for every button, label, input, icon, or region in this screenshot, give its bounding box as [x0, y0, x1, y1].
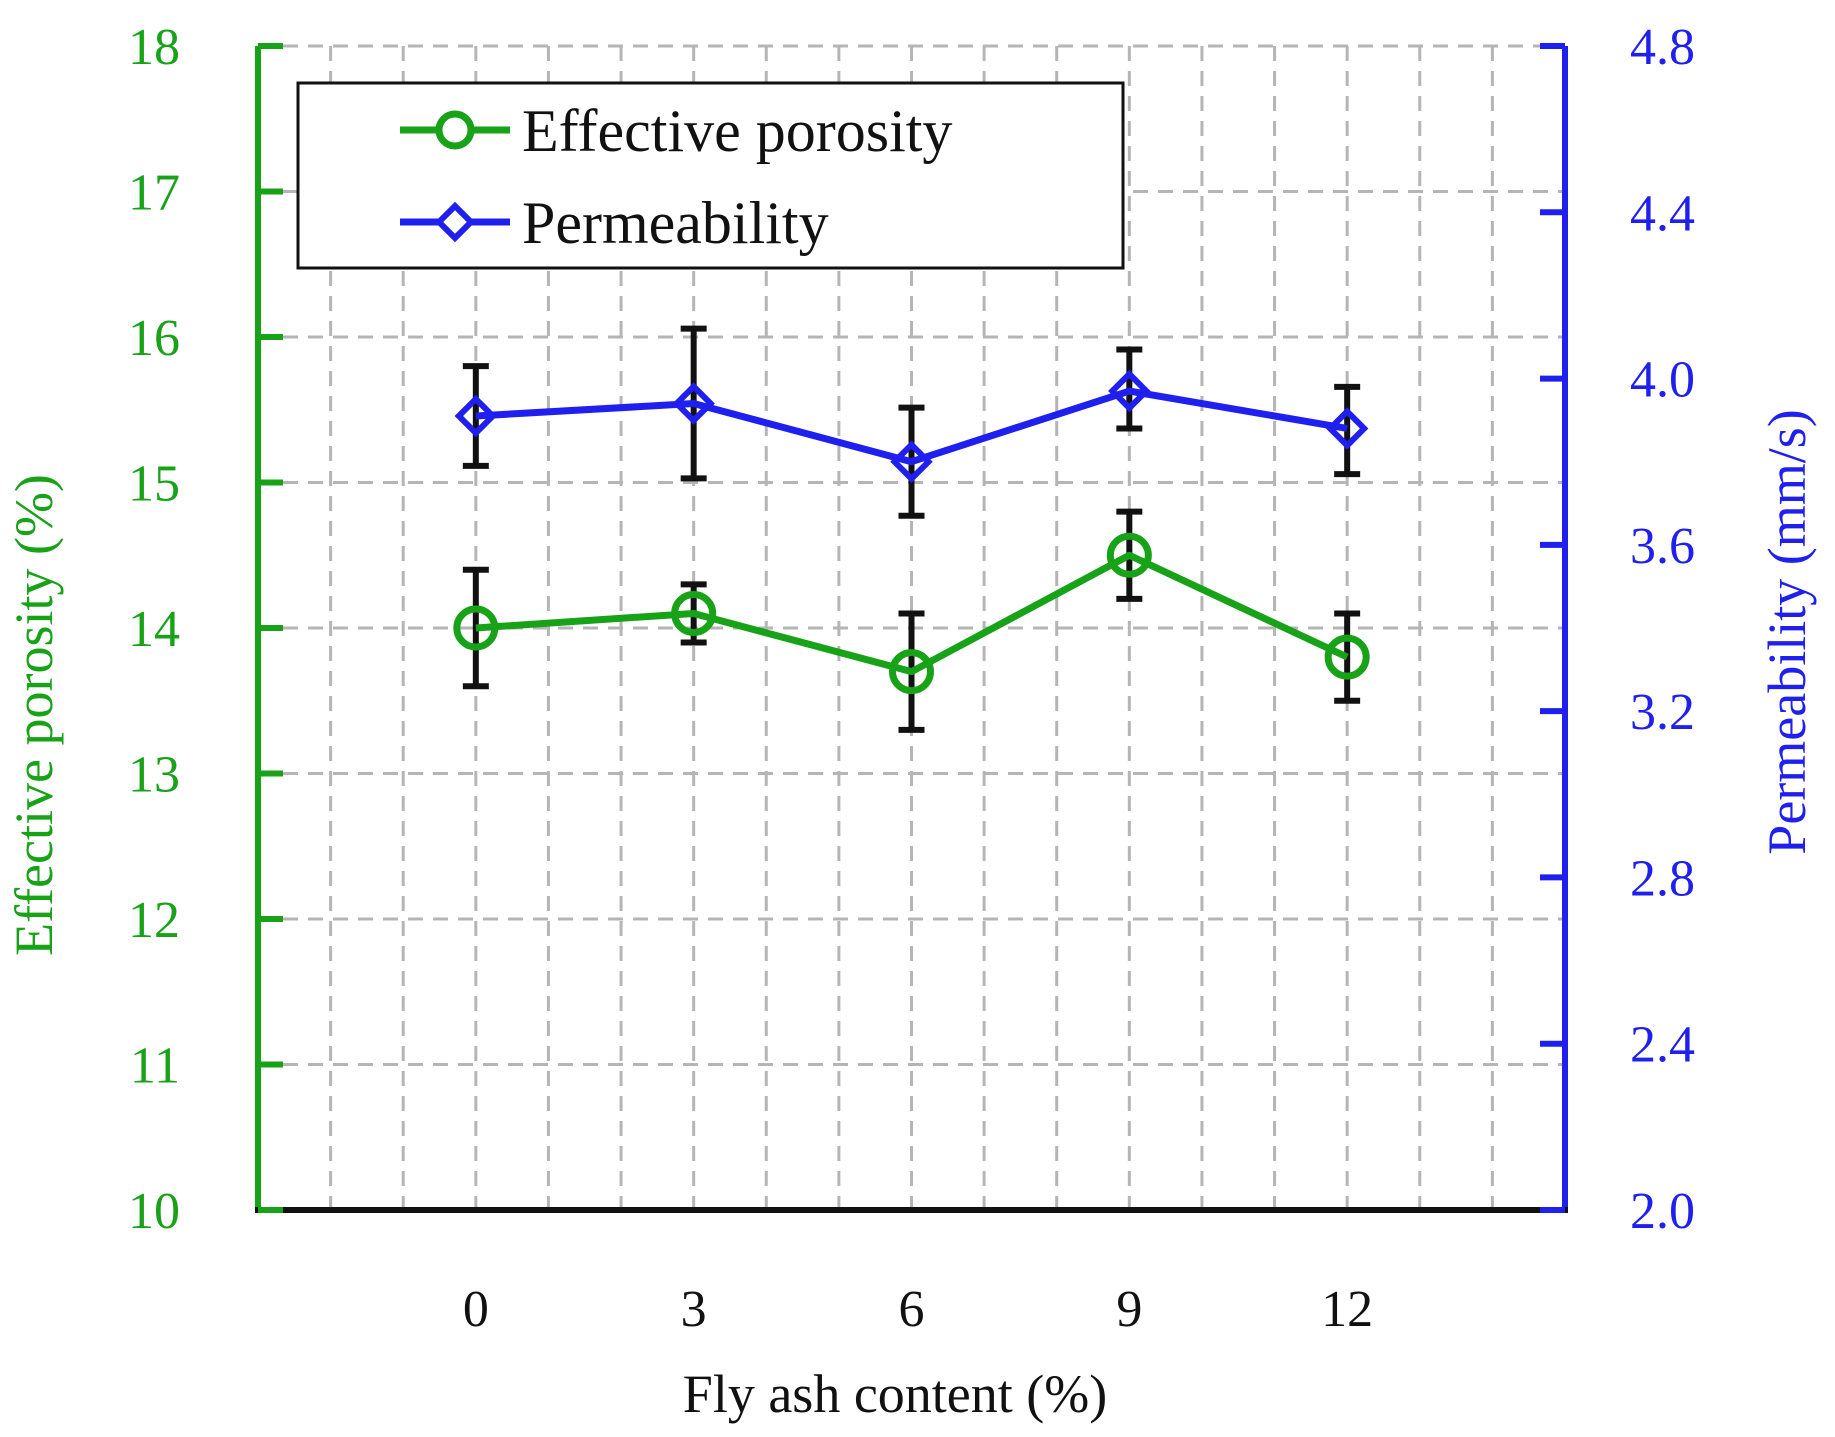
data-series [453, 369, 1370, 695]
effective-porosity-point [1324, 634, 1370, 680]
x-axis-title: Fly ash content (%) [683, 1364, 1107, 1424]
left-y-tick-label: 16 [128, 310, 180, 367]
x-tick-label: 0 [463, 1281, 489, 1338]
right-y-tick-label: 4.8 [1630, 19, 1695, 76]
x-tick-label: 6 [899, 1281, 925, 1338]
right-y-tick-label: 3.6 [1630, 518, 1695, 575]
legend-label-permeability: Permeability [522, 190, 829, 256]
right-y-tick-label: 4.0 [1630, 352, 1695, 409]
left-y-tick-label: 18 [128, 19, 180, 76]
effective-porosity-line [475, 551, 1349, 676]
axis-ticks [258, 43, 1565, 1213]
left-y-tick-label: 15 [128, 456, 180, 513]
x-tick-label: 9 [1116, 1281, 1142, 1338]
permeability-point [672, 382, 715, 425]
right-y-tick-label: 2.0 [1630, 1183, 1695, 1240]
left-y-tick-label: 10 [128, 1183, 180, 1240]
left-y-axis-title: Effective porosity (%) [4, 474, 64, 956]
tick-labels: 10 11 12 13 14 15 16 17 18 2.0 2.4 2.8 3.2 3.6 4.0 4.4 4… [128, 19, 1695, 1338]
permeability-line [475, 387, 1348, 466]
legend-item-effective-porosity: Effective porosity [400, 98, 952, 164]
effective-porosity-point [453, 605, 499, 651]
right-y-tick-label: 3.2 [1630, 684, 1695, 741]
left-y-tick-label: 11 [130, 1038, 180, 1095]
legend-item-permeability: Permeability [400, 190, 829, 256]
x-tick-label: 3 [681, 1281, 707, 1338]
left-y-tick-label: 14 [128, 601, 180, 658]
right-y-tick-label: 2.8 [1630, 850, 1695, 907]
permeability-point [1108, 369, 1151, 413]
x-tick-label: 12 [1321, 1281, 1373, 1338]
effective-porosity-point [1106, 532, 1152, 578]
effective-porosity-point [889, 649, 934, 695]
permeability-point [454, 394, 498, 438]
right-y-tick-label: 4.4 [1630, 185, 1695, 242]
left-y-tick-label: 17 [128, 165, 180, 222]
legend-circle-marker [435, 110, 475, 150]
legend-diamond-marker [434, 201, 476, 243]
legend: Effective porosity Permeability [296, 81, 1125, 270]
right-y-tick-label: 2.4 [1630, 1017, 1695, 1074]
permeability-point [1325, 407, 1369, 450]
left-y-tick-label: 12 [128, 892, 180, 949]
permeability-point [890, 440, 933, 483]
right-y-axis-title: Permeability (mm/s) [1757, 409, 1817, 854]
effective-porosity-point [671, 590, 717, 636]
left-y-tick-label: 13 [128, 747, 180, 804]
legend-box [296, 81, 1125, 270]
legend-label-effective-porosity: Effective porosity [522, 98, 952, 164]
